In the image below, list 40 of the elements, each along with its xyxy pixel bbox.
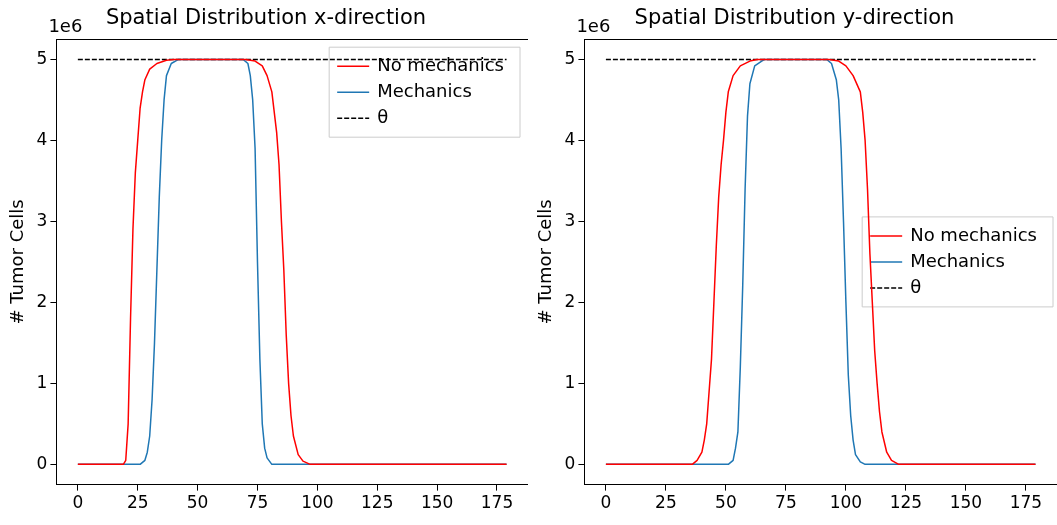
legend-label: No mechanics: [910, 223, 1037, 245]
x-tick-label: 25: [126, 492, 149, 513]
legend-label: θ: [377, 105, 389, 127]
x-tick-label: 75: [775, 492, 797, 513]
x-tick-label: 0: [72, 492, 84, 513]
y-axis-title: # Tumor Cells: [6, 199, 28, 325]
y-tick-label: 2: [36, 290, 48, 311]
legend-label: Mechanics: [910, 249, 1005, 271]
x-tick-label: 100: [829, 492, 863, 513]
chart-title: Spatial Distribution y-direction: [634, 5, 955, 30]
x-tick-label: 175: [480, 492, 514, 513]
y-tick-label: 3: [36, 209, 48, 230]
x-tick-label: 100: [301, 492, 334, 513]
x-tick-label: 125: [889, 492, 923, 513]
legend-label: No mechanics: [377, 53, 504, 75]
x-tick-label: 75: [246, 492, 269, 513]
x-tick-label: 50: [715, 492, 737, 513]
legend-label: θ: [910, 275, 922, 297]
y-tick-label: 5: [564, 47, 576, 68]
y-tick-label: 0: [36, 452, 48, 473]
y-tick-label: 4: [564, 128, 576, 149]
y-axis-title: # Tumor Cells: [534, 199, 556, 325]
y-tick-label: 4: [36, 128, 48, 149]
y-tick-label: 2: [564, 290, 576, 311]
x-tick-label: 0: [600, 492, 612, 513]
y-tick-label: 3: [564, 209, 576, 230]
x-tick-label: 150: [420, 492, 454, 513]
text: 1e6: [48, 14, 83, 36]
x-tick-label: 175: [1009, 492, 1043, 513]
y-tick-label: 5: [36, 47, 48, 68]
legend-label: Mechanics: [377, 79, 472, 101]
x-tick-label: 50: [186, 492, 209, 513]
x-tick-label: 125: [361, 492, 394, 513]
y-tick-label: 1: [36, 371, 48, 392]
text: 1e6: [576, 14, 611, 36]
x-tick-label: 150: [949, 492, 983, 513]
y-tick-label: 1: [564, 371, 576, 392]
chart-title: Spatial Distribution x-direction: [105, 5, 427, 30]
y-tick-label: 0: [564, 452, 576, 473]
x-tick-label: 25: [655, 492, 677, 513]
